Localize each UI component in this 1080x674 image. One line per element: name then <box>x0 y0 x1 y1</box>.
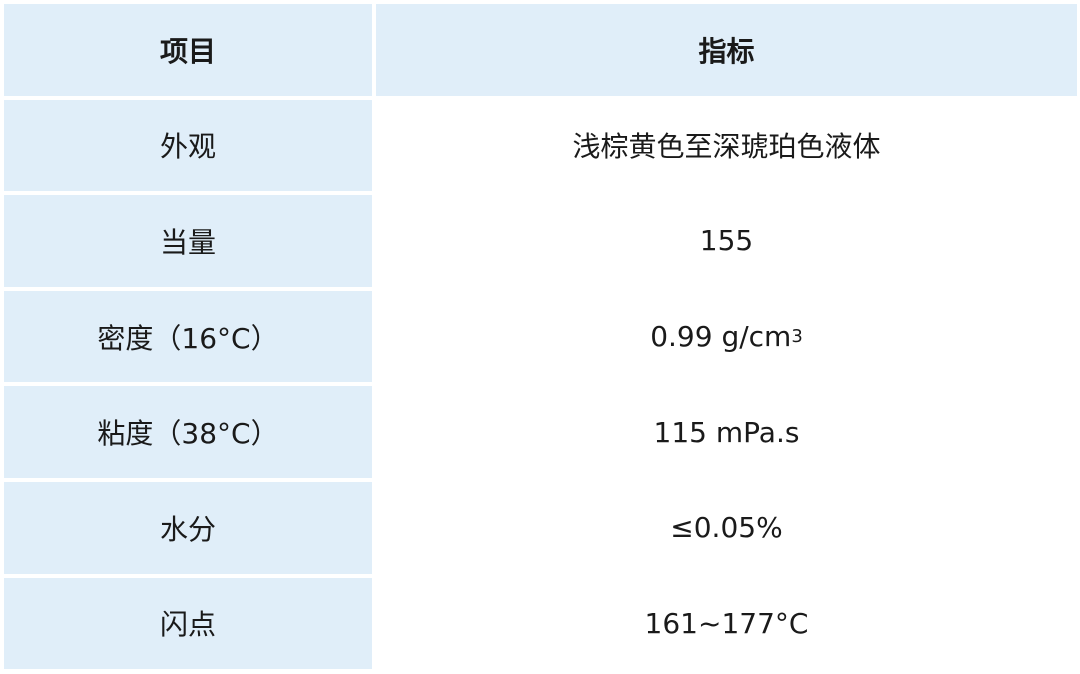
row-spec: 0.99 g/cm 3 <box>376 290 1077 383</box>
row-item: 粘度（38°C） <box>4 386 372 478</box>
row-item: 密度（16°C） <box>4 290 372 383</box>
row-spec: 155 <box>376 195 1077 287</box>
density-value: 0.99 g/cm <box>650 320 792 354</box>
row-spec: ≤0.05% <box>376 481 1077 574</box>
row-item: 外观 <box>4 99 372 192</box>
spec-table: 项目 指标 外观 浅棕黄色至深琥珀色液体 当量 155 密度（16°C） 0.9… <box>4 4 1077 670</box>
row-spec: 161~177°C <box>376 577 1077 670</box>
row-item: 闪点 <box>4 577 372 670</box>
row-spec: 浅棕黄色至深琥珀色液体 <box>376 99 1077 192</box>
density-superscript: 3 <box>791 326 803 348</box>
header-item: 项目 <box>4 4 372 96</box>
row-item: 水分 <box>4 481 372 574</box>
row-item: 当量 <box>4 195 372 287</box>
header-spec: 指标 <box>376 4 1077 96</box>
row-spec: 115 mPa.s <box>376 386 1077 478</box>
